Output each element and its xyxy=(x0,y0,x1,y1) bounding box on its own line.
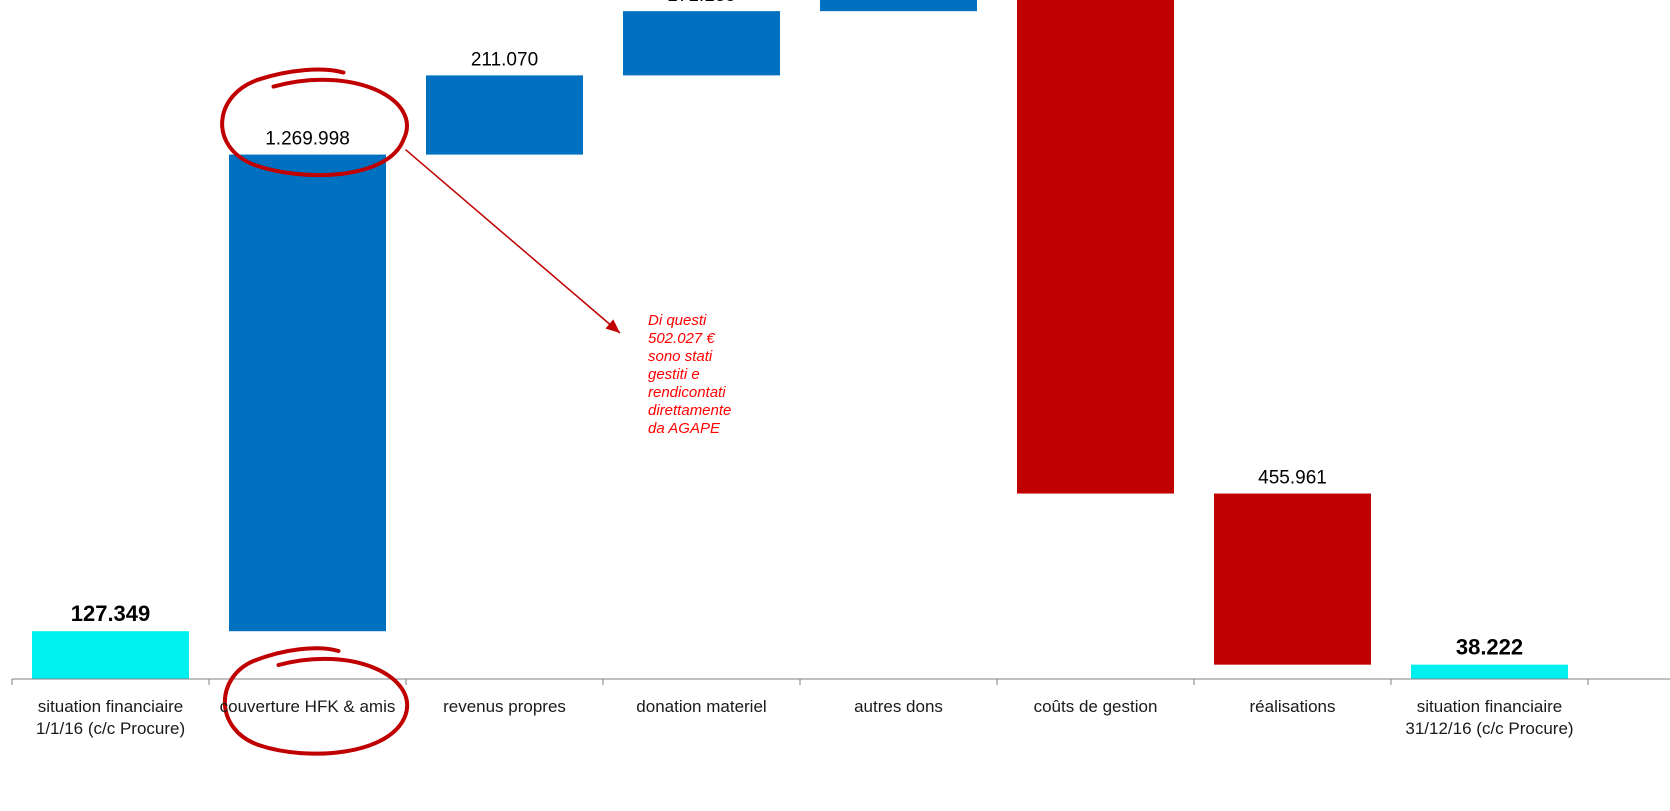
category-label-realisations: réalisations xyxy=(1249,697,1336,716)
bar-situation-financiaire-1-1-16-c-c-procure xyxy=(32,631,189,679)
value-label-donation-materiel: 171.135 xyxy=(667,0,736,6)
highlight-circle-value xyxy=(220,67,409,178)
category-label-autres-dons: autres dons xyxy=(854,697,943,716)
value-label-revenus-propres: 211.070 xyxy=(471,49,538,70)
value-label-couverture-hfk-amis: 1.269.998 xyxy=(265,129,350,150)
annotation-arrow-line xyxy=(405,149,621,334)
annotation-markup xyxy=(220,67,621,756)
category-label-couts-de-gestion: coûts de gestion xyxy=(1033,697,1158,716)
bar-revenus-propres xyxy=(426,75,583,155)
bar-situation-financiaire-31-12-16-c-c-procure xyxy=(1411,664,1568,679)
bar-realisations xyxy=(1214,493,1371,665)
bar-couts-de-gestion xyxy=(1017,0,1174,494)
highlight-circle-category xyxy=(222,646,410,756)
bar-autres-dons xyxy=(820,0,977,12)
category-label-situation-financiaire-1-1-16-c-c-procure: situation financiaire 1/1/16 (c/c Procur… xyxy=(35,697,186,738)
value-labels: 127.3491.269.998211.070171.135117.9121.4… xyxy=(71,0,1523,660)
bars-layer xyxy=(32,0,1568,679)
value-label-situation-financiaire-1-1-16-c-c-procure: 127.349 xyxy=(71,601,151,626)
value-label-realisations: 455.961 xyxy=(1258,468,1327,489)
category-label-revenus-propres: revenus propres xyxy=(443,697,566,716)
value-label-situation-financiaire-31-12-16-c-c-procure: 38.222 xyxy=(1456,635,1523,660)
bar-donation-materiel xyxy=(623,11,780,76)
annotation-arrow-head xyxy=(605,319,620,333)
category-label-donation-materiel: donation materiel xyxy=(636,697,767,716)
bar-couverture-hfk-amis xyxy=(229,154,386,632)
x-axis xyxy=(11,678,1670,685)
category-label-couverture-hfk-amis: couverture HFK & amis xyxy=(219,697,396,716)
category-label-situation-financiaire-31-12-16-c-c-procure: situation financiaire 31/12/16 (c/c Proc… xyxy=(1405,697,1574,738)
annotation-text: Di questi 502.027 € sono stati gestiti e… xyxy=(648,312,732,437)
